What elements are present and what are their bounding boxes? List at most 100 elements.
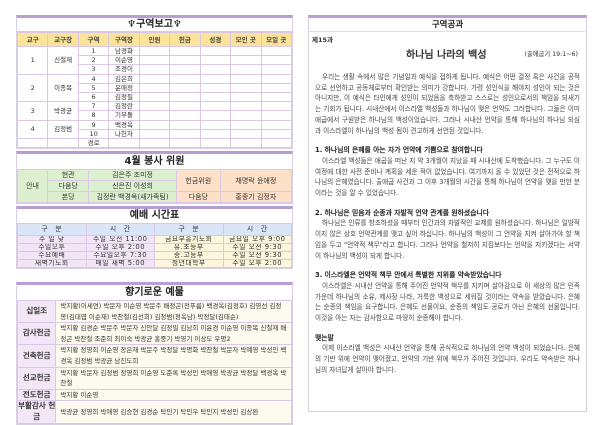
offerings-title: 향기로운 예물 [125,287,184,298]
table-row: 2 이종목 4 김은희 [16,73,292,103]
volunteers-table: 4월 봉사 위원 안내 현관 김은주 조미정 헌금위원 채명락 윤애정 다움당 신은진… [16,151,293,204]
empty-cell [199,137,232,149]
district-leader: 기부돌 [108,110,140,121]
empty-cell [138,91,171,103]
parish-number: 3 [16,101,49,121]
column-header: 구 분 [154,223,224,236]
empty-cell [169,91,201,103]
column-header: 모일 곳 [260,32,292,47]
worship-service: 새벽기도회 [17,259,87,268]
worship-time: 금요일 오후 9:00 [222,235,292,244]
table-row: 주 일 낮 주일 오전 11:00 금요부흥기도회 금요일 오후 9:00 [17,235,292,244]
table-row: 십일조 박지황(이세연) 박문자 이순영 박문주 배정곤(전푸름) 백경옥(김정호… [16,299,292,324]
empty-cell [16,137,49,149]
empty-cell [230,119,262,130]
names: 홍중기 김정자 [219,191,293,203]
empty-cell [260,101,292,112]
empty-cell [260,64,292,75]
table-row: 주일오후 주일 오후 2:00 유.초등부 주일 오전 9:30 [17,243,292,252]
empty-cell [199,128,232,139]
empty-cell [138,101,171,112]
worship-time: 매일 새벽 5:00 [85,259,155,268]
place: 다움당 [175,191,221,203]
section-text: 이제 이스라엘 백성은 시내산 언약을 통해 공식적으로 하나님의 언약 백성이… [315,344,580,374]
offerings-table: 향기로운 예물 십일조 박지황(이세연) 박문자 이순영 박문주 배정곤(전푸름)… [16,282,293,425]
table-row: 경로 [16,137,292,149]
table-row: 감사헌금 박지황 김경순 박문주 박문자 신안달 김정필 김남희 이윤경 이순영 … [16,322,292,346]
empty-cell [230,110,262,121]
empty-cell [169,73,201,84]
worship-service: 청년대학부 [154,259,224,268]
worship-time: 주일 오후 2:00 [85,243,155,252]
parish-leader: 박광균 [47,101,79,121]
district-report-table: ♆구역보고♆ 교구 교구장 구역 구역장 인원 헌금 성경 모인 곳 모일 곳 1 신철재 1 남경화 2… [16,15,293,150]
empty-cell [169,128,201,139]
place: 본당 [47,191,90,203]
district-number: 2 [77,55,110,66]
empty-cell [260,45,292,57]
district-number: 경로 [77,137,110,149]
worship-time: 주일 오전 11:00 [85,235,155,244]
column-header: 구역 [77,32,110,47]
empty-cell [138,110,171,121]
empty-cell [260,82,292,93]
worship-service: 금요부흥기도회 [154,235,224,244]
table-row: 건축헌금 박지황 정영희 이순영 장은재 박문주 박정달 박명화 박찬철 박문자 … [16,344,292,368]
table-row: 1 신철재 1 남경화 [16,45,292,75]
column-header: 교구 [16,32,49,47]
empty-cell [260,137,292,149]
district-number: 1 [77,45,110,57]
empty-cell [260,128,292,139]
table-row: 4 김정범 9 백경옥 [16,119,292,139]
empty-cell [260,119,292,130]
place: 다움당 [47,180,90,192]
section-heading: 1. 하나님의 은혜를 아는 자가 언약에 기쁨으로 참여합니다 [315,146,483,155]
district-number: 6 [77,91,110,103]
empty-cell [169,110,201,121]
empty-cell [199,45,232,57]
empty-cell [230,73,262,84]
guide-label: 안내 [16,169,49,203]
empty-cell [169,64,201,75]
empty-cell [199,91,232,103]
empty-cell [199,101,232,112]
empty-cell [230,128,262,139]
empty-cell [199,110,232,121]
empty-cell [230,45,262,57]
offering-type: 건축헌금 [16,344,57,368]
lesson-title: 구역공과 [309,18,586,32]
column-header: 구역장 [108,32,140,47]
district-report-title: ♆구역보고♆ [17,18,292,32]
offering-type: 선교헌금 [16,366,57,390]
section-text: 이스라엘 백성들은 애굽을 떠난 지 약 3개월이 지났을 때 시내산에 도착했… [315,156,580,198]
district-leader: 이순영 [108,55,140,66]
offering-names: 박지황 김경순 박문주 박문자 신안달 김정필 김남희 이윤경 이순영 이종목 … [55,322,292,346]
empty-cell [230,137,262,149]
lesson-intro: 우리는 생활 속에서 많은 기념일과 예식을 접하게 됩니다. 예식은 어떤 결… [315,73,580,135]
lesson-reference: (출애굽기 19:1~6) [524,51,578,58]
empty-cell [138,64,171,75]
empty-cell [230,82,262,93]
table-row: 전도헌금 박지황 이순영 [16,388,292,402]
empty-cell [138,45,171,57]
column-header: 헌금 [169,32,201,47]
lesson-panel: 구역공과 제15과 하나님 나라의 백성 (출애굽기 19:1~6) 우리는 생… [308,15,587,412]
district-number: 3 [77,64,110,75]
empty-cell [260,55,292,66]
district-leader: 조경이 [108,64,140,75]
volunteers-title: 4월 봉사 위원 [124,156,185,167]
offering-names: 박지황 박문자 김정범 정영희 이순영 도준록 박성민 박애영 박광균 박정달 … [55,366,292,390]
empty-cell [199,55,232,66]
column-header: 인원 [138,32,171,47]
worship-title: 예배 시간표 [129,210,180,221]
offering-type: 부활감사 헌금 [16,400,57,424]
section-text: 이스라엘은 시내산 언약을 통해 주어진 언약적 책무를 지키며 살아감으로 이… [315,281,580,323]
names: 김은주 조미정 [88,169,177,181]
offering-names: 박지황 이순영 [55,388,292,402]
district-leader: 김정필 [108,91,140,103]
parish-number: 4 [16,119,49,139]
section-text: 하나님은 인류를 창조하셨을 때부터 인간과의 자발적인 교제를 원하셨습니다.… [315,219,580,260]
empty-cell [138,55,171,66]
district-leader: 백경옥 [108,119,140,130]
